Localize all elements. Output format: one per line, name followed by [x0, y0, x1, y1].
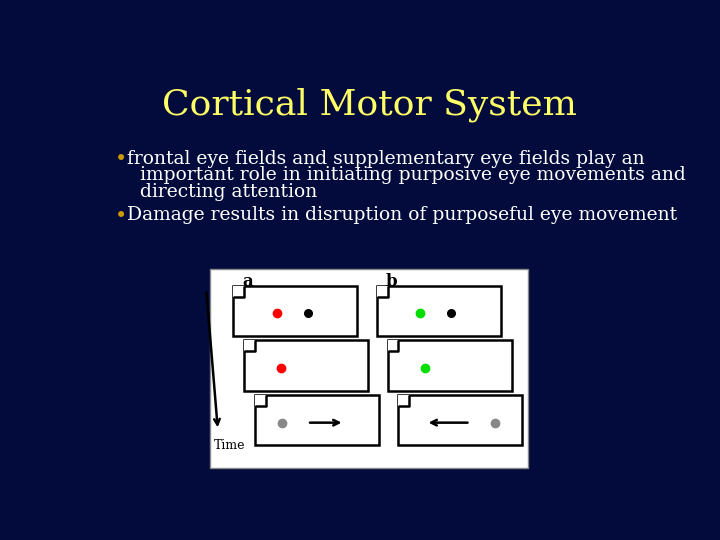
- Bar: [377, 286, 500, 336]
- Bar: [377, 286, 387, 296]
- Text: frontal eye fields and supplementary eye fields play an: frontal eye fields and supplementary eye…: [127, 150, 645, 167]
- Text: •: •: [114, 150, 127, 170]
- Text: directing attention: directing attention: [140, 184, 317, 201]
- Bar: [244, 340, 368, 390]
- Text: •: •: [114, 206, 127, 226]
- Text: a: a: [243, 273, 253, 289]
- Bar: [233, 286, 244, 296]
- Bar: [398, 395, 409, 406]
- Bar: [398, 395, 523, 445]
- Bar: [255, 395, 266, 406]
- Bar: [244, 340, 255, 351]
- Text: Damage results in disruption of purposeful eye movement: Damage results in disruption of purposef…: [127, 206, 678, 224]
- Text: important role in initiating purposive eye movements and: important role in initiating purposive e…: [140, 166, 685, 185]
- Bar: [387, 340, 512, 390]
- Bar: [255, 395, 379, 445]
- Bar: [387, 340, 398, 351]
- Bar: [210, 269, 528, 468]
- Text: Time: Time: [214, 440, 246, 453]
- Text: b: b: [386, 273, 397, 289]
- Bar: [233, 286, 357, 336]
- Text: Cortical Motor System: Cortical Motor System: [161, 87, 577, 122]
